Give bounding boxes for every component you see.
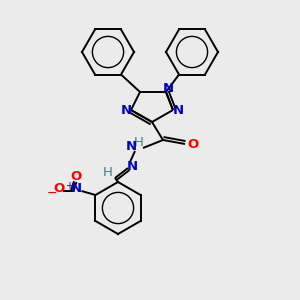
Text: N: N [126,160,138,172]
Text: N: N [71,182,82,196]
Text: −: − [46,187,57,200]
Text: N: N [125,140,136,154]
Text: +: + [65,181,74,191]
Text: N: N [162,82,174,95]
Text: N: N [172,103,184,116]
Text: O: O [188,137,199,151]
Text: N: N [120,103,132,116]
Text: H: H [134,136,144,148]
Text: H: H [103,167,113,179]
Text: O: O [71,170,82,184]
Text: O: O [54,182,65,194]
